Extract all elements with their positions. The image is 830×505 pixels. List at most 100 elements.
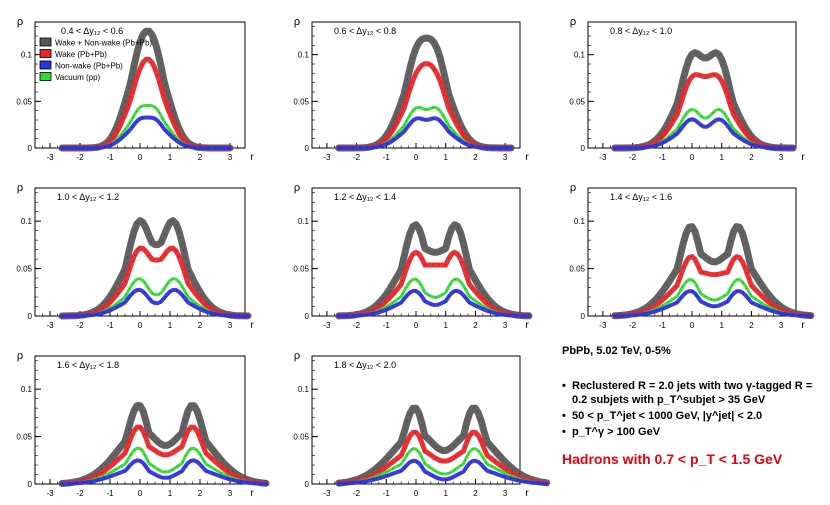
series-markers xyxy=(62,105,230,149)
series-markers xyxy=(614,109,793,149)
y-tick-label: 0 xyxy=(28,312,33,321)
series-line-vacuum xyxy=(60,104,232,150)
y-axis-title: ρ xyxy=(17,350,23,362)
series-markers xyxy=(338,106,512,149)
y-axis-title: ρ xyxy=(294,16,300,28)
panel-title: 0.8 < Δy₁₂ < 1.0 xyxy=(610,26,672,36)
x-tick-label: -1 xyxy=(383,153,391,162)
x-tick-label: 1 xyxy=(168,153,173,162)
x-tick-label: 2 xyxy=(198,153,203,162)
x-tick-label: 0 xyxy=(690,321,695,330)
x-axis-title: r xyxy=(525,488,529,499)
series-line-nonwake xyxy=(60,115,232,150)
panel-title: 0.4 < Δy₁₂ < 0.6 xyxy=(61,26,123,36)
x-tick-label: 3 xyxy=(228,153,233,162)
series-line-nonwake xyxy=(612,289,813,318)
y-tick-label: 0 xyxy=(28,480,33,489)
panel-5: -3 -2 -1 0 1 2 3 0 0.05 0.1 ρ r 1.2 < Δy₁₂ < 1.4 xyxy=(293,182,533,331)
y-tick-label: 0.05 xyxy=(569,265,585,274)
series-line-total xyxy=(611,49,797,152)
x-tick-label: 3 xyxy=(228,489,233,498)
series-line-vacuum xyxy=(337,105,513,150)
series-line-wake xyxy=(336,429,550,486)
series-markers xyxy=(338,431,547,484)
panel-1: -3 -2 -1 0 1 2 3 0 0.05 0.1 ρ r 0.4 < Δy₁₂ < 0.6 xyxy=(16,16,254,163)
series-markers xyxy=(338,117,512,149)
panel-6: -3 -2 -1 0 1 2 3 0 0.05 0.1 ρ r 1.4 < Δy₁₂ < 1.6 xyxy=(569,182,815,331)
y-tick-label: 0.05 xyxy=(293,97,309,106)
series-markers xyxy=(614,74,793,149)
x-axis-title: r xyxy=(250,152,254,163)
series-line-vacuum xyxy=(613,107,795,150)
legend-label: Non-wake (Pb+Pb) xyxy=(55,62,123,71)
x-tick-label: 0 xyxy=(414,321,419,330)
cut-jet-pt: 50 < p_T^jet < 1000 GeV, |y^jet| < 2.0 xyxy=(562,409,824,423)
x-tick-label: 2 xyxy=(749,153,754,162)
series-markers xyxy=(338,63,512,149)
y-tick-label: 0 xyxy=(305,480,310,489)
series-line-total xyxy=(335,221,533,320)
y-tick-label: 0.05 xyxy=(293,433,309,442)
x-tick-label: -1 xyxy=(106,321,114,330)
y-tick-label: 0.05 xyxy=(16,97,32,106)
series-line-total xyxy=(58,27,234,152)
x-tick-label: 0 xyxy=(138,153,143,162)
x-tick-label: -3 xyxy=(323,489,331,498)
x-tick-label: 1 xyxy=(719,321,724,330)
x-axis-title: r xyxy=(525,320,529,331)
series-markers xyxy=(62,247,249,317)
collision-info: PbPb, 5.02 TeV, 0-5% xyxy=(562,345,671,357)
x-tick-label: -1 xyxy=(659,321,667,330)
x-axis-title: r xyxy=(525,152,529,163)
x-tick-label: -3 xyxy=(599,153,607,162)
x-axis-title: r xyxy=(801,152,805,163)
series-line-nonwake xyxy=(60,458,268,486)
panel-title: 1.4 < Δy₁₂ < 1.6 xyxy=(610,192,672,202)
x-tick-label: 0 xyxy=(138,489,143,498)
panel-8: -3 -2 -1 0 1 2 3 0 0.05 0.1 ρ r 1.8 < Δy₁₂ < 2.0 xyxy=(293,350,551,499)
x-tick-label: 3 xyxy=(779,321,784,330)
legend: Wake + Non-wake (Pb+Pb) Wake (Pb+Pb) Non-w… xyxy=(39,37,152,82)
series-markers xyxy=(614,256,811,317)
x-tick-label: 2 xyxy=(198,321,203,330)
hadron-selection: Hadrons with 0.7 < p_T < 1.5 GeV xyxy=(562,451,783,467)
y-tick-label: 0.05 xyxy=(569,97,585,106)
y-axis-title: ρ xyxy=(17,182,23,194)
y-tick-label: 0.1 xyxy=(21,217,33,226)
y-tick-label: 0 xyxy=(581,144,586,153)
y-axis-title: ρ xyxy=(570,16,576,28)
series-markers xyxy=(61,405,267,484)
series-line-wake xyxy=(612,72,796,151)
series-line-total xyxy=(611,223,815,320)
y-axis-title: ρ xyxy=(294,350,300,362)
cut-photon-pt: p_T^γ > 100 GeV xyxy=(562,425,824,439)
series-markers xyxy=(61,426,267,484)
series-markers xyxy=(62,30,230,149)
series-line-total xyxy=(335,34,515,152)
x-tick-label: 3 xyxy=(503,321,508,330)
x-tick-label: -1 xyxy=(106,153,114,162)
y-axis-title: ρ xyxy=(17,16,23,28)
x-tick-label: 1 xyxy=(168,489,173,498)
x-tick-label: -3 xyxy=(46,489,54,498)
series-line-wake xyxy=(336,249,532,319)
y-tick-label: 0.1 xyxy=(574,217,586,226)
panel-title: 1.2 < Δy₁₂ < 1.4 xyxy=(334,192,396,202)
x-tick-label: 2 xyxy=(473,153,478,162)
series-line-nonwake xyxy=(60,287,250,318)
y-tick-label: 0.1 xyxy=(298,385,310,394)
y-tick-label: 0 xyxy=(305,144,310,153)
x-tick-label: -3 xyxy=(323,321,331,330)
panel-2: -3 -2 -1 0 1 2 3 0 0.05 0.1 ρ r 0.6 < Δy₁₂ < 0.8 xyxy=(293,16,529,163)
info-panel: PbPb, 5.02 TeV, 0-5% Reclustered R = 2.0… xyxy=(562,345,824,467)
x-axis-title: r xyxy=(250,488,254,499)
selection-cuts: Reclustered R = 2.0 jets with two γ-tagg… xyxy=(562,379,824,439)
series-line-total xyxy=(335,404,551,487)
x-tick-label: 0 xyxy=(138,321,143,330)
y-tick-label: 0.1 xyxy=(298,51,310,60)
x-tick-label: -1 xyxy=(659,153,667,162)
x-tick-label: -1 xyxy=(106,489,114,498)
plot-frame xyxy=(34,187,246,317)
y-tick-label: 0.1 xyxy=(298,217,310,226)
